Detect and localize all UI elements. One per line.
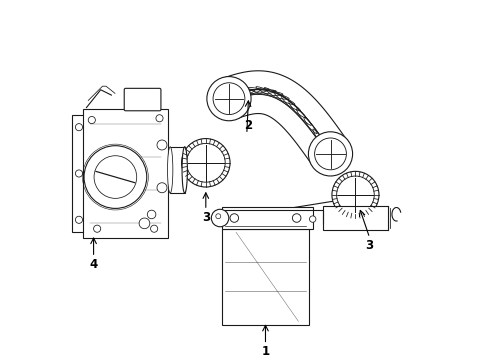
Circle shape xyxy=(332,171,379,219)
Circle shape xyxy=(147,210,156,219)
Bar xyxy=(222,207,313,229)
Bar xyxy=(72,115,86,232)
Circle shape xyxy=(308,132,353,176)
Circle shape xyxy=(84,146,147,208)
Text: 3: 3 xyxy=(202,211,210,224)
Bar xyxy=(83,109,169,238)
Polygon shape xyxy=(222,71,348,166)
Bar xyxy=(222,229,309,325)
Circle shape xyxy=(75,123,82,131)
Bar xyxy=(323,206,388,230)
Text: 4: 4 xyxy=(90,258,98,271)
Ellipse shape xyxy=(182,147,187,193)
Circle shape xyxy=(139,218,150,229)
Circle shape xyxy=(157,140,167,150)
Circle shape xyxy=(310,216,316,222)
Circle shape xyxy=(157,183,167,193)
Circle shape xyxy=(293,214,301,222)
FancyBboxPatch shape xyxy=(124,88,161,111)
Circle shape xyxy=(94,225,101,232)
Circle shape xyxy=(207,77,251,121)
Circle shape xyxy=(337,176,374,214)
Text: 1: 1 xyxy=(262,345,270,358)
Text: 2: 2 xyxy=(245,119,253,132)
Circle shape xyxy=(213,83,245,114)
Circle shape xyxy=(315,138,346,170)
Circle shape xyxy=(182,139,230,187)
Circle shape xyxy=(75,216,82,223)
Circle shape xyxy=(211,209,229,227)
Circle shape xyxy=(88,117,96,123)
Circle shape xyxy=(75,170,82,177)
Circle shape xyxy=(186,143,225,182)
Circle shape xyxy=(230,214,239,222)
Circle shape xyxy=(150,225,158,232)
Text: 3: 3 xyxy=(366,239,374,252)
Circle shape xyxy=(156,115,163,122)
Bar xyxy=(170,147,185,193)
Ellipse shape xyxy=(168,147,173,193)
Circle shape xyxy=(94,156,137,198)
Circle shape xyxy=(216,214,221,219)
